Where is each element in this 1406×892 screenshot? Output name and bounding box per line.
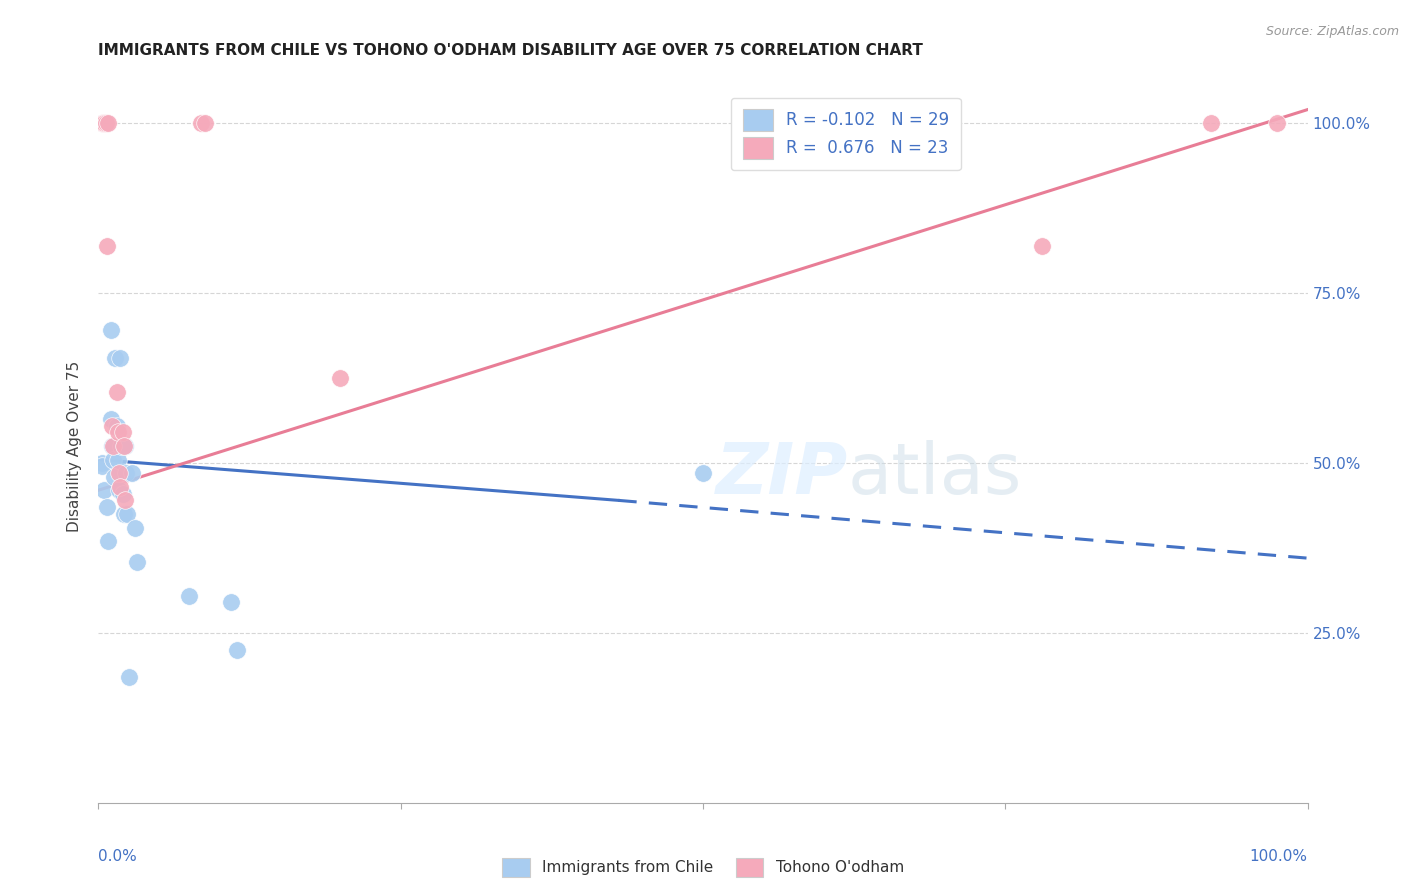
- Point: [190, 116, 212, 130]
- Point: [179, 589, 201, 603]
- Point: [194, 116, 217, 130]
- Point: [117, 507, 139, 521]
- Point: [97, 116, 120, 130]
- Point: [329, 371, 352, 385]
- Point: [104, 351, 127, 365]
- Point: [91, 459, 114, 474]
- Text: ZIP: ZIP: [716, 440, 848, 509]
- Text: 100.0%: 100.0%: [1250, 849, 1308, 864]
- Text: IMMIGRANTS FROM CHILE VS TOHONO O'ODHAM DISABILITY AGE OVER 75 CORRELATION CHART: IMMIGRANTS FROM CHILE VS TOHONO O'ODHAM …: [98, 43, 924, 58]
- Text: Source: ZipAtlas.com: Source: ZipAtlas.com: [1265, 25, 1399, 38]
- Point: [91, 116, 114, 130]
- Point: [105, 418, 128, 433]
- Point: [108, 351, 131, 365]
- Text: atlas: atlas: [848, 440, 1022, 509]
- Point: [107, 425, 129, 440]
- Point: [107, 452, 129, 467]
- Point: [105, 384, 128, 399]
- Point: [1031, 238, 1053, 252]
- Y-axis label: Disability Age Over 75: Disability Age Over 75: [67, 360, 83, 532]
- Point: [114, 493, 136, 508]
- Point: [91, 116, 114, 130]
- Point: [879, 116, 901, 130]
- Point: [103, 469, 125, 483]
- Point: [94, 116, 117, 130]
- Point: [93, 116, 115, 130]
- Point: [108, 483, 131, 498]
- Point: [108, 480, 131, 494]
- Point: [91, 456, 114, 470]
- Point: [100, 323, 122, 337]
- Point: [124, 520, 146, 534]
- Point: [100, 412, 122, 426]
- Point: [221, 595, 243, 609]
- Point: [112, 507, 135, 521]
- Point: [127, 555, 149, 569]
- Legend: Immigrants from Chile, Tohono O'odham: Immigrants from Chile, Tohono O'odham: [491, 847, 915, 888]
- Point: [111, 425, 134, 440]
- Point: [108, 466, 131, 480]
- Point: [96, 238, 118, 252]
- Point: [110, 439, 132, 453]
- Point: [226, 643, 249, 657]
- Point: [112, 439, 135, 453]
- Point: [111, 486, 134, 500]
- Point: [101, 439, 124, 453]
- Text: 0.0%: 0.0%: [98, 849, 138, 864]
- Point: [93, 483, 115, 498]
- Point: [96, 500, 118, 515]
- Point: [114, 439, 136, 453]
- Point: [97, 534, 120, 549]
- Point: [121, 466, 143, 480]
- Point: [118, 670, 141, 684]
- Point: [115, 466, 138, 480]
- Point: [1267, 116, 1289, 130]
- Point: [101, 452, 124, 467]
- Point: [868, 116, 890, 130]
- Point: [100, 418, 122, 433]
- Point: [1199, 116, 1222, 130]
- Point: [692, 466, 714, 480]
- Point: [100, 439, 122, 453]
